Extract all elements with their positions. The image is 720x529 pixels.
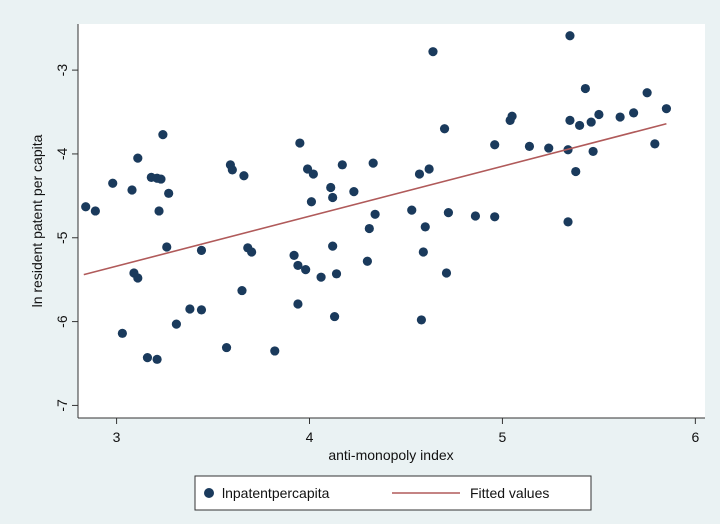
scatter-point (289, 250, 299, 260)
scatter-point (171, 319, 181, 329)
scatter-point (588, 146, 598, 157)
scatter-point (328, 192, 338, 203)
x-tick-label: 6 (691, 429, 699, 445)
scatter-point (544, 143, 554, 153)
scatter-point (490, 212, 500, 222)
scatter-point (490, 140, 500, 150)
scatter-point (470, 211, 481, 221)
x-axis-title: anti-monopoly index (328, 447, 453, 463)
y-tick-label: -6 (54, 315, 70, 328)
scatter-point (407, 205, 417, 215)
scatter-point (162, 242, 172, 252)
scatter-point (117, 328, 127, 338)
x-tick-label: 4 (306, 429, 314, 445)
scatter-point (565, 31, 575, 41)
scatter-point (158, 130, 168, 140)
scatter-point (349, 187, 359, 197)
scatter-point (328, 241, 338, 251)
y-tick-label: -7 (54, 399, 70, 412)
x-tick-label: 5 (499, 429, 507, 445)
y-axis-title: ln resident patent per capita (29, 134, 45, 307)
legend: lnpatentpercapita Fitted values (194, 475, 592, 511)
scatter-point (420, 222, 430, 232)
scatter-point (237, 285, 247, 296)
fitted-line (83, 122, 667, 276)
scatter-point (185, 304, 195, 314)
scatter-point (127, 185, 137, 195)
scatter-point (571, 166, 581, 177)
scatter-point (331, 269, 342, 279)
scatter-point (418, 247, 428, 257)
scatter-point (615, 112, 625, 122)
scatter-point (661, 104, 672, 114)
scatter-point (90, 206, 100, 216)
scatter-point (629, 108, 639, 118)
y-tick-label: -3 (54, 64, 70, 77)
plot-area (78, 24, 705, 418)
scatter-point (270, 346, 280, 356)
scatter-point (308, 169, 318, 179)
scatter-point (586, 117, 596, 127)
scatter-point (524, 141, 535, 151)
scatter-point (565, 115, 575, 126)
scatter-point (306, 197, 317, 207)
scatter-point (368, 158, 378, 168)
scatter-point (441, 268, 452, 278)
scatter-point (370, 209, 380, 219)
scatter-point (443, 208, 454, 218)
scatter-point (337, 160, 347, 170)
scatter-point (293, 299, 303, 309)
scatter-point (594, 109, 604, 120)
scatter-point (428, 47, 438, 57)
scatter-point (239, 171, 249, 181)
scatter-point (293, 260, 303, 271)
scatter-point (642, 88, 652, 98)
scatter-point (575, 120, 585, 131)
y-tick-label: -5 (54, 231, 70, 244)
scatter-point (439, 124, 450, 134)
scatter-point (326, 182, 336, 193)
x-tick-label: 3 (113, 429, 121, 445)
legend-label-line: Fitted values (470, 485, 549, 501)
scatter-point (227, 165, 237, 175)
scatter-point (650, 139, 660, 149)
plot-marks (81, 31, 672, 364)
scatter-point (142, 353, 153, 363)
scatter-point (424, 164, 434, 174)
scatter-point (156, 174, 166, 184)
scatter-point (152, 354, 162, 364)
scatter-point (196, 245, 207, 255)
scatter-point (507, 111, 517, 121)
scatter-point (196, 305, 207, 315)
y-tick-label: -4 (54, 148, 70, 161)
scatter-point (580, 83, 590, 94)
legend-label-scatter: lnpatentpercapita (222, 485, 330, 501)
scatter-point (108, 178, 118, 188)
scatter-point (563, 217, 573, 227)
scatter-point (154, 206, 164, 216)
scatter-point (247, 247, 257, 257)
scatter-point (295, 138, 305, 148)
scatter-point (364, 223, 374, 234)
scatter-point (81, 202, 91, 212)
scatter-point (362, 256, 372, 266)
scatter-point (133, 273, 143, 283)
legend-marker-scatter (204, 488, 214, 498)
scatter-point (416, 315, 427, 325)
scatter-point (164, 188, 174, 198)
scatter-point (414, 169, 425, 179)
scatter-point (221, 342, 232, 353)
scatter-point (316, 272, 326, 282)
scatter-point (329, 311, 340, 322)
scatter-point (301, 265, 311, 275)
scatter-point (133, 153, 143, 163)
axes: 3 4 5 6 -3 -4 -5 -6 -7 (54, 24, 705, 445)
